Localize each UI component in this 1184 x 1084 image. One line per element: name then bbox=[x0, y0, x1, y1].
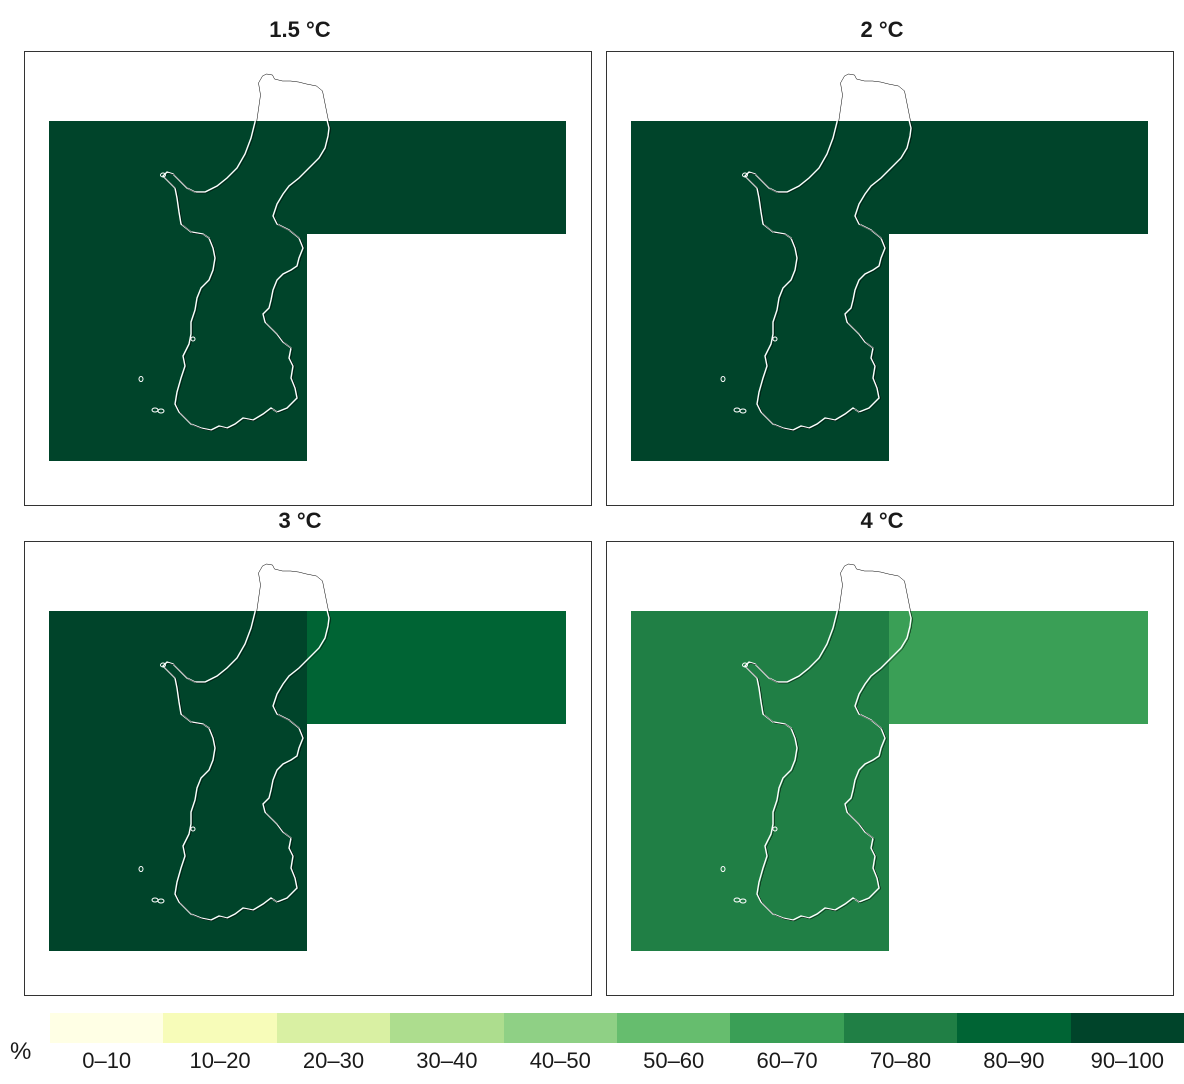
map-svg bbox=[49, 562, 566, 951]
legend-swatch bbox=[390, 1013, 504, 1043]
island-outline bbox=[742, 172, 748, 178]
island-outline bbox=[138, 866, 144, 872]
map-panel-3c bbox=[24, 541, 592, 996]
map-panel-2c bbox=[606, 51, 1174, 506]
coastline bbox=[162, 562, 330, 921]
panel-title-1-5c: 1.5 °C bbox=[269, 17, 331, 42]
legend-swatch bbox=[843, 1013, 958, 1043]
panel-title-2c: 2 °C bbox=[860, 17, 904, 42]
map-svg bbox=[631, 562, 1148, 951]
island-outline bbox=[157, 408, 165, 414]
legend-label: 60–70 bbox=[756, 1048, 818, 1073]
legend-label: 50–60 bbox=[643, 1048, 705, 1073]
island-outline bbox=[720, 376, 726, 382]
legend-label: 0–10 bbox=[82, 1048, 132, 1073]
grid-cell-west bbox=[49, 121, 307, 461]
island-outline bbox=[772, 336, 778, 342]
coastline bbox=[162, 72, 330, 431]
legend-swatch bbox=[50, 1013, 164, 1043]
island-outline bbox=[739, 408, 747, 414]
legend-label: 80–90 bbox=[983, 1048, 1045, 1073]
island-outline bbox=[160, 172, 166, 178]
panel-title-4c: 4 °C bbox=[860, 508, 904, 533]
coastline bbox=[744, 72, 912, 431]
legend-swatch bbox=[163, 1013, 277, 1043]
coastline-shadow bbox=[164, 73, 331, 432]
legend-label: 40–50 bbox=[529, 1048, 591, 1073]
island-outline bbox=[772, 826, 778, 832]
grid-cell-west bbox=[49, 611, 307, 951]
coastline-shadow bbox=[746, 563, 913, 922]
map-svg bbox=[49, 72, 566, 461]
island-outline bbox=[742, 662, 748, 668]
legend-color-bar bbox=[50, 1013, 1184, 1043]
map-panel-4c bbox=[606, 541, 1174, 996]
legend-unit: % bbox=[10, 1038, 32, 1065]
grid-cell-west bbox=[631, 121, 889, 461]
grid-cell-east bbox=[889, 611, 1148, 724]
legend-swatch bbox=[276, 1013, 391, 1043]
legend-label: 90–100 bbox=[1090, 1048, 1164, 1073]
island-outline bbox=[739, 898, 747, 904]
legend-label: 20–30 bbox=[302, 1048, 365, 1073]
legend-swatch bbox=[1070, 1013, 1184, 1043]
legend-swatch bbox=[957, 1013, 1071, 1043]
island-outline bbox=[138, 376, 144, 382]
island-outline bbox=[160, 662, 166, 668]
island-outline bbox=[157, 898, 165, 904]
coastline-shadow bbox=[746, 73, 913, 432]
grid-cell-east bbox=[889, 121, 1148, 234]
grid-cell-east bbox=[307, 121, 566, 234]
coastline-shadow bbox=[164, 563, 331, 922]
legend-swatch bbox=[730, 1013, 844, 1043]
grid-cell-east bbox=[307, 611, 566, 724]
legend-swatch bbox=[617, 1013, 731, 1043]
island-outline bbox=[720, 866, 726, 872]
coastline bbox=[744, 562, 912, 921]
legend-label: 10–20 bbox=[189, 1048, 251, 1073]
panel-title-3c: 3 °C bbox=[278, 508, 322, 533]
island-outline bbox=[190, 826, 196, 832]
legend-label: 30–40 bbox=[416, 1048, 478, 1073]
grid-cell-west bbox=[631, 611, 889, 951]
legend-swatch bbox=[503, 1013, 617, 1043]
island-outline bbox=[190, 336, 196, 342]
legend-label: 70–80 bbox=[869, 1048, 932, 1073]
map-panel-1-5c bbox=[24, 51, 592, 506]
map-svg bbox=[631, 72, 1148, 461]
